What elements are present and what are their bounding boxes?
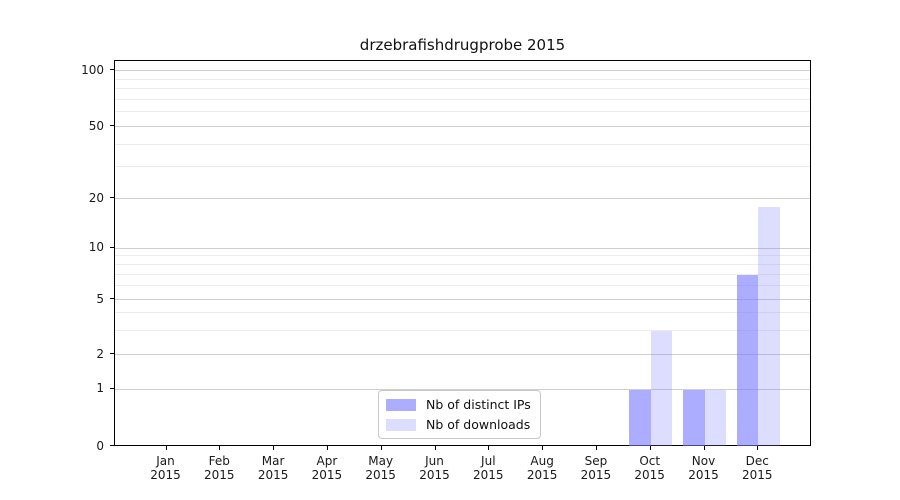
chart-title: drzebrafishdrugprobe 2015 [359,36,566,54]
legend-row: Nb of downloads [386,417,531,432]
x-tick-year: 2015 [311,468,343,482]
y-tick-mark [110,445,114,446]
major-gridline [115,299,810,300]
minor-gridline [115,98,810,100]
y-tick-label: 0 [96,438,104,453]
x-tick-mark [488,446,490,450]
x-tick-month: Sep [584,454,608,468]
x-tick-label: Nov 2015 [674,454,734,482]
x-tick-month: Oct [639,454,661,468]
x-tick-year: 2015 [526,468,558,482]
x-tick-year: 2015 [257,468,289,482]
legend: Nb of distinct IPs Nb of downloads [378,390,541,439]
x-tick-year: 2015 [419,468,450,482]
y-tick-label: 50 [88,118,104,133]
x-tick-month: Jun [425,454,444,468]
x-tick-label: Feb 2015 [189,454,249,482]
x-tick-month: Dec [745,454,769,468]
major-gridline [115,126,810,127]
minor-gridline [115,88,810,90]
x-tick-year: 2015 [580,468,612,482]
x-tick-label: Jan 2015 [136,454,196,482]
x-tick-label: Oct 2015 [620,454,680,482]
y-tick-label: 5 [96,291,104,306]
minor-gridline [115,264,810,266]
x-tick-month: Apr [316,454,338,468]
x-tick-year: 2015 [204,468,235,482]
minor-gridline [115,111,810,113]
y-tick-mark [110,353,114,354]
bar-downloads [704,389,726,446]
x-tick-mark [595,446,597,450]
y-tick-mark [110,125,114,126]
x-tick-mark [326,446,328,450]
y-tick-mark [110,387,114,389]
bar-distinct-ips [736,275,759,446]
x-tick-mark [165,446,167,450]
x-tick-mark [542,446,544,450]
x-tick-month: Jan [156,454,175,468]
x-tick-mark [219,446,221,450]
x-tick-label: Jun 2015 [405,454,465,482]
y-tick-label: 20 [88,190,104,205]
major-gridline [115,198,810,199]
y-tick-mark [110,298,114,299]
x-tick-month: Feb [208,454,230,468]
minor-gridline [115,78,810,80]
x-tick-label: Apr 2015 [297,454,357,482]
x-tick-label: Mar 2015 [243,454,303,482]
legend-swatch-distinct-ips [386,398,416,411]
x-tick-label: Sep 2015 [566,454,626,482]
bar-downloads [650,330,673,446]
x-tick-year: 2015 [634,468,665,482]
x-tick-label: Jul 2015 [458,454,518,482]
major-gridline [115,354,810,355]
legend-row: Nb of distinct IPs [386,397,531,412]
legend-label: Nb of downloads [426,417,531,432]
x-tick-label: Aug 2015 [512,454,572,482]
y-tick-mark [110,69,114,70]
bar-distinct-ips [683,389,705,446]
major-gridline [115,388,810,390]
minor-gridline [115,312,810,314]
major-gridline [115,247,810,249]
x-tick-year: 2015 [365,468,396,482]
x-tick-mark [703,446,705,450]
x-tick-month: May [368,454,394,468]
x-tick-month: Aug [530,454,554,468]
minor-gridline [115,255,810,257]
minor-gridline [115,274,810,275]
x-tick-year: 2015 [742,468,773,482]
x-tick-month: Jul [481,454,496,468]
legend-swatch-downloads [386,418,416,431]
x-tick-month: Nov [691,454,716,468]
x-tick-year: 2015 [150,468,181,482]
y-tick-label: 100 [81,62,104,77]
x-tick-mark [757,446,759,450]
x-tick-month: Mar [261,454,285,468]
bar-distinct-ips [629,389,651,446]
x-tick-year: 2015 [688,468,719,482]
y-tick-mark [110,197,114,198]
x-tick-mark [434,446,436,450]
minor-gridline [115,166,810,168]
minor-gridline [115,143,810,145]
x-tick-mark [649,446,651,450]
minor-gridline [115,285,810,287]
y-tick-label: 2 [96,346,104,361]
legend-label: Nb of distinct IPs [426,397,531,412]
bar-downloads [758,206,780,446]
x-tick-mark [380,446,382,450]
plot-area: Nb of distinct IPs Nb of downloads [114,60,811,446]
minor-gridline [115,329,810,331]
major-gridline [115,70,810,71]
x-tick-label: May 2015 [351,454,411,482]
y-tick-mark [110,246,114,248]
x-tick-mark [273,446,275,450]
x-tick-label: Dec 2015 [727,454,787,482]
y-tick-label: 1 [96,381,104,395]
y-tick-label: 10 [88,240,104,254]
x-tick-year: 2015 [473,468,504,482]
